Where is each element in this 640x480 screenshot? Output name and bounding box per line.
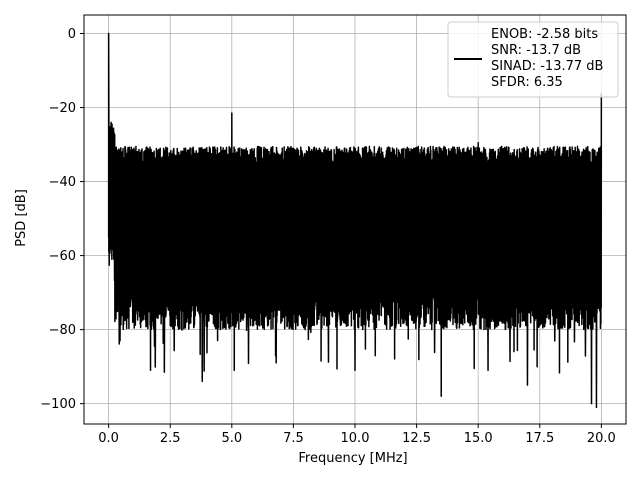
x-tick-label: 2.5 [160,431,181,446]
legend-box [447,21,619,98]
y-tick-label: −40 [49,175,76,190]
x-tick-label: 17.5 [525,431,554,446]
x-axis-label: Frequency [MHz] [298,451,407,466]
x-tick-label: 12.5 [402,431,431,446]
x-tick-label: 7.5 [283,431,304,446]
psd-line [107,32,603,409]
psd-series [107,32,603,409]
x-tick-label: 5.0 [221,431,242,446]
x-tick-label: 20.0 [587,431,616,446]
x-tick-label: 0.0 [98,431,119,446]
y-tick-label: −20 [49,101,76,116]
y-tick-label: 0 [68,27,76,42]
y-tick-label: −60 [49,249,76,264]
y-tick-label: −80 [49,323,76,338]
x-ticks: 0.0 2.5 5.0 7.5 10.0 12.5 15.0 17.5 20.0 [98,424,616,446]
x-tick-label: 10.0 [341,431,370,446]
legend-line-text: SFDR: 6.35 [491,75,563,90]
legend-entry-label: ENOB: -2.58 bits SNR: -13.7 dB SINAD: -13.… [491,27,603,90]
y-ticks: 0 −20 −40 −60 −80 −100 [40,27,84,412]
legend-line-text: SINAD: -13.77 dB [491,59,603,74]
y-tick-label: −100 [40,397,76,412]
legend-line-text: SNR: -13.7 dB [491,43,581,58]
legend-line-text: ENOB: -2.58 bits [491,27,598,42]
x-tick-label: 15.0 [464,431,493,446]
y-axis-label: PSD [dB] [14,189,29,247]
legend: ENOB: -2.58 bits SNR: -13.7 dB SINAD: -13.… [447,21,619,98]
